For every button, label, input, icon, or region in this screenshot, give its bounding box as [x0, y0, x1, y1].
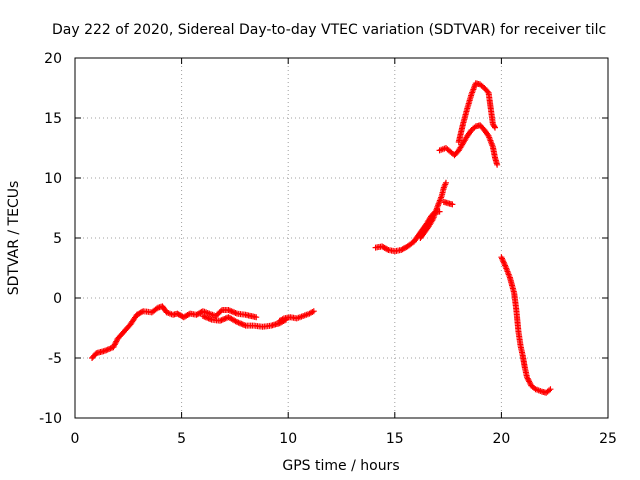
data-point: [492, 124, 499, 131]
data-point: [500, 258, 507, 265]
data-point: [449, 201, 456, 208]
data-point: [499, 256, 506, 263]
data-point: [253, 314, 260, 321]
axis-ticks: [74, 57, 609, 419]
data-point: [500, 259, 507, 266]
data-point: [217, 308, 224, 315]
x-tick-label: 0: [71, 431, 80, 447]
data-point: [310, 308, 317, 315]
data-point: [499, 255, 506, 262]
data-point: [501, 261, 508, 268]
data-point: [547, 386, 554, 393]
x-tick-label: 5: [177, 431, 186, 447]
data-point: [442, 179, 449, 186]
axis-tick-labels: 0 5 10 15 20 25 -10 -5 0 5 10 15 20: [39, 51, 617, 447]
y-tick-label: 10: [44, 171, 62, 187]
chart-title: Day 222 of 2020, Sidereal Day-to-day VTE…: [52, 22, 606, 38]
y-tick-label: 15: [44, 111, 62, 127]
data-point: [491, 123, 498, 130]
x-tick-label: 20: [492, 431, 510, 447]
y-tick-label: -10: [39, 411, 62, 427]
data-point: [498, 254, 505, 261]
data-point: [494, 161, 501, 168]
data-point: [502, 262, 509, 269]
x-axis-label: GPS time / hours: [282, 458, 399, 474]
y-axis-label: SDTVAR / TECUs: [6, 181, 22, 296]
y-tick-label: 5: [53, 231, 62, 247]
y-tick-label: -5: [48, 351, 62, 367]
x-tick-label: 25: [599, 431, 617, 447]
data-point: [153, 305, 160, 312]
data-point: [384, 246, 391, 253]
data-point: [484, 88, 491, 95]
grid-lines: [75, 58, 608, 418]
x-tick-label: 10: [279, 431, 297, 447]
data-series: [89, 80, 554, 396]
y-tick-label: 20: [44, 51, 62, 67]
x-tick-label: 15: [386, 431, 404, 447]
y-tick-label: 0: [53, 291, 62, 307]
